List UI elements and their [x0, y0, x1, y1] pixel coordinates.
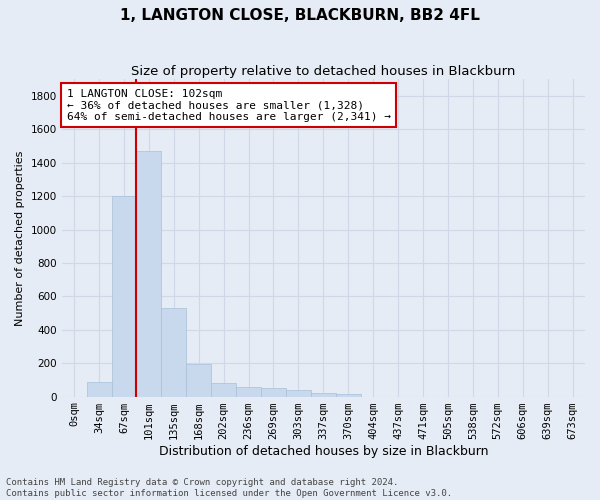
Bar — [112, 196, 136, 396]
Bar — [336, 394, 361, 396]
Bar — [211, 383, 236, 396]
Bar — [311, 393, 336, 396]
Text: 1, LANGTON CLOSE, BLACKBURN, BB2 4FL: 1, LANGTON CLOSE, BLACKBURN, BB2 4FL — [120, 8, 480, 22]
Bar — [236, 386, 261, 396]
Text: Contains HM Land Registry data © Crown copyright and database right 2024.
Contai: Contains HM Land Registry data © Crown c… — [6, 478, 452, 498]
Y-axis label: Number of detached properties: Number of detached properties — [15, 150, 25, 326]
Title: Size of property relative to detached houses in Blackburn: Size of property relative to detached ho… — [131, 65, 515, 78]
Bar — [261, 388, 286, 396]
Bar — [136, 151, 161, 396]
X-axis label: Distribution of detached houses by size in Blackburn: Distribution of detached houses by size … — [158, 444, 488, 458]
Bar — [161, 308, 186, 396]
Bar — [186, 364, 211, 396]
Bar — [286, 390, 311, 396]
Bar — [86, 382, 112, 396]
Text: 1 LANGTON CLOSE: 102sqm
← 36% of detached houses are smaller (1,328)
64% of semi: 1 LANGTON CLOSE: 102sqm ← 36% of detache… — [67, 88, 391, 122]
